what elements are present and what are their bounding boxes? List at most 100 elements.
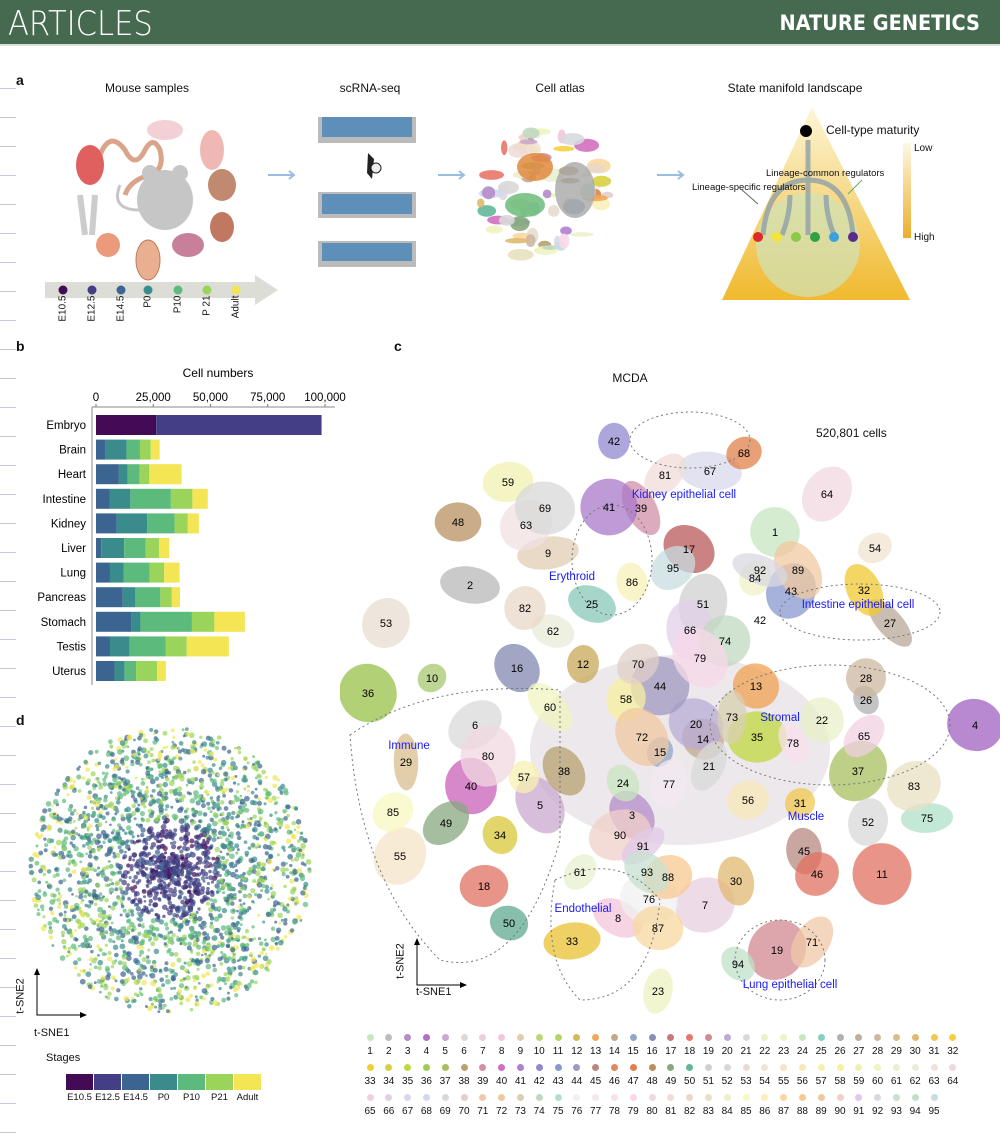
cell-point xyxy=(225,943,231,949)
cell-point xyxy=(230,760,236,767)
legend-swatch xyxy=(460,1093,468,1101)
legend-label: 6 xyxy=(461,1046,467,1057)
cell-point xyxy=(70,943,77,950)
cell-point xyxy=(110,975,116,980)
cell-point xyxy=(184,853,188,857)
x-tick-label: 0 xyxy=(93,392,99,404)
legend-swatch xyxy=(911,1093,919,1101)
cell-point xyxy=(177,870,183,877)
cell-point xyxy=(243,888,247,891)
cell-point xyxy=(104,952,108,956)
cluster-label: 36 xyxy=(362,688,374,700)
cell-point xyxy=(210,771,215,775)
cell-point xyxy=(165,777,170,782)
cell-point xyxy=(183,815,187,819)
cell-point xyxy=(195,800,201,806)
cell-point xyxy=(179,978,184,983)
cell-point xyxy=(287,853,294,860)
timeline-label: P10 xyxy=(172,295,184,314)
cell-point xyxy=(226,966,232,971)
cell-point xyxy=(221,953,227,959)
legend-swatch xyxy=(648,1093,656,1101)
cell-point xyxy=(234,774,238,778)
cell-point xyxy=(236,848,240,852)
cell-point xyxy=(166,872,172,878)
cell-point xyxy=(101,909,107,915)
legend-label: 12 xyxy=(571,1046,583,1057)
cell-point xyxy=(72,819,76,823)
cluster-label: 57 xyxy=(518,772,530,784)
cluster-label: 9 xyxy=(545,548,551,560)
cell-point xyxy=(141,971,146,976)
cell-point xyxy=(178,915,184,920)
cell-point xyxy=(64,819,69,824)
cell-point xyxy=(110,871,116,877)
cell-point xyxy=(118,836,122,840)
cell-point xyxy=(216,836,220,840)
cell-point xyxy=(135,823,139,827)
cell-point xyxy=(108,739,113,745)
legend-swatch xyxy=(629,1033,637,1041)
cell-point xyxy=(239,798,246,805)
cell-point xyxy=(243,840,248,845)
legend-swatch xyxy=(385,1093,393,1101)
cell-point xyxy=(137,897,143,903)
cell-point xyxy=(227,991,230,995)
cell-point xyxy=(158,839,162,844)
cell-point xyxy=(140,827,146,833)
cluster-24-points xyxy=(606,764,640,802)
cell-point xyxy=(176,846,181,850)
legend-swatch xyxy=(949,1063,957,1071)
legend-swatch xyxy=(498,1063,506,1071)
cluster-label: 46 xyxy=(811,869,823,881)
cell-point xyxy=(142,851,148,857)
legend-swatch xyxy=(479,1063,487,1071)
cell-point xyxy=(106,972,112,977)
bar-intestine-adult xyxy=(192,488,208,509)
cell-point xyxy=(205,755,210,760)
cell-point xyxy=(58,902,62,905)
legend-label: 28 xyxy=(872,1046,884,1057)
bar-uterus-p21 xyxy=(136,661,158,681)
cell-point xyxy=(221,791,226,795)
cell-point xyxy=(266,968,270,973)
legend-swatch xyxy=(855,1033,863,1041)
legend-label: 54 xyxy=(759,1076,771,1087)
cell-point xyxy=(259,951,264,956)
cell-point xyxy=(120,779,124,784)
tsne1-label-c: t-SNE1 xyxy=(416,986,452,998)
cell-point xyxy=(170,841,173,845)
cell-point xyxy=(293,856,299,862)
legend-swatch xyxy=(836,1063,844,1071)
cell-point xyxy=(230,815,235,820)
cell-point xyxy=(103,794,108,799)
cell-atlas-thumbnail xyxy=(476,127,614,261)
cell-point xyxy=(156,886,160,890)
cell-point xyxy=(264,952,268,956)
cell-point xyxy=(79,901,83,905)
cell-point xyxy=(239,794,243,798)
cell-point xyxy=(149,973,152,977)
cell-point xyxy=(133,957,139,964)
cell-point xyxy=(290,833,296,839)
cell-point xyxy=(220,811,225,816)
cell-point xyxy=(203,829,207,833)
cell-point xyxy=(122,949,126,954)
legend-swatch xyxy=(930,1033,938,1041)
cell-point xyxy=(118,878,123,882)
cluster-label: 54 xyxy=(869,543,881,555)
cell-point xyxy=(162,1003,167,1008)
cell-point xyxy=(242,893,248,899)
cell-point xyxy=(181,794,186,799)
cell-point xyxy=(214,883,220,889)
workflow-illustration xyxy=(45,107,911,305)
cell-point xyxy=(218,766,223,771)
cell-point xyxy=(91,849,96,854)
cell-point xyxy=(117,845,122,850)
cell-point xyxy=(249,799,256,806)
cell-point xyxy=(71,869,77,875)
cell-point xyxy=(45,880,49,884)
cell-point xyxy=(235,920,240,925)
cell-point xyxy=(215,890,220,895)
cell-point xyxy=(36,912,41,917)
